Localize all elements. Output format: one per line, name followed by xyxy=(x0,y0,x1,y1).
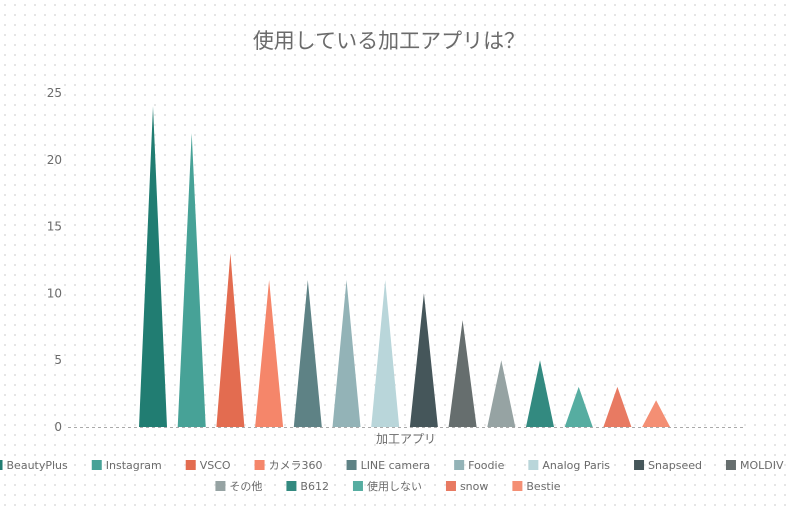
legend-item[interactable]: 使用しない xyxy=(352,480,422,493)
legend-item[interactable]: Instagram xyxy=(91,459,162,472)
bar[interactable] xyxy=(448,320,477,427)
legend-swatch xyxy=(185,460,196,470)
bar[interactable] xyxy=(409,293,438,427)
y-tick-label: 10 xyxy=(47,286,62,300)
x-axis-label: 加工アプリ xyxy=(376,432,436,446)
legend-label: 使用しない xyxy=(367,480,422,493)
legend-label: Foodie xyxy=(468,459,504,472)
legend-item[interactable]: MOLDIV xyxy=(725,459,784,472)
y-tick-label: 20 xyxy=(47,153,62,167)
legend-item[interactable]: VSCO xyxy=(185,459,231,472)
legend-swatch xyxy=(512,481,523,491)
y-tick-label: 15 xyxy=(47,220,62,234)
chart-title: 使用している加工アプリは？ xyxy=(253,29,525,53)
legend-swatch xyxy=(454,460,465,470)
legend-item[interactable]: Foodie xyxy=(454,459,505,472)
legend-item[interactable]: その他 xyxy=(215,480,262,493)
legend-item[interactable]: カメラ360 xyxy=(254,459,323,472)
legend-label: Snapseed xyxy=(648,459,702,472)
legend-item[interactable]: BeautyPlus xyxy=(0,459,68,472)
bar[interactable] xyxy=(255,280,284,427)
bars xyxy=(139,106,671,428)
legend-swatch xyxy=(91,460,102,470)
y-tick-label: 25 xyxy=(47,86,62,100)
legend-item[interactable]: LINE camera xyxy=(346,459,431,472)
bar[interactable] xyxy=(177,133,206,427)
legend-label: その他 xyxy=(229,480,262,493)
legend-item[interactable]: snow xyxy=(445,480,488,493)
legend-swatch xyxy=(286,481,297,491)
y-axis: 0 5 10 15 20 25 xyxy=(47,86,62,434)
legend-swatch xyxy=(725,460,736,470)
bar[interactable] xyxy=(526,360,554,427)
legend-label: Analog Paris xyxy=(542,459,610,472)
legend-item[interactable]: Snapseed xyxy=(634,459,702,472)
legend-label: MOLDIV xyxy=(740,459,784,472)
legend-label: snow xyxy=(460,480,488,493)
legend-label: VSCO xyxy=(200,459,231,472)
legend-item[interactable]: Analog Paris xyxy=(528,459,610,472)
legend-swatch xyxy=(634,460,645,470)
legend: BeautyPlus Instagram VSCO カメラ360 LINE camera… xyxy=(0,459,784,493)
legend-label: Instagram xyxy=(106,459,162,472)
legend-label: B612 xyxy=(300,480,329,493)
bar[interactable] xyxy=(564,386,593,427)
legend-swatch xyxy=(352,481,363,491)
bar[interactable] xyxy=(139,106,167,428)
legend-item[interactable]: Bestie xyxy=(512,480,561,493)
legend-label: Bestie xyxy=(526,480,560,493)
bar[interactable] xyxy=(487,360,516,427)
bar[interactable] xyxy=(332,280,361,427)
legend-swatch xyxy=(445,481,456,491)
bar[interactable] xyxy=(642,400,671,427)
bar[interactable] xyxy=(293,280,322,427)
legend-swatch xyxy=(215,481,226,491)
legend-swatch xyxy=(346,460,357,470)
bar[interactable] xyxy=(216,253,245,427)
bar[interactable] xyxy=(603,386,632,427)
y-tick-label: 5 xyxy=(54,353,62,367)
legend-swatch xyxy=(254,460,265,470)
legend-label: LINE camera xyxy=(361,459,431,472)
legend-swatch xyxy=(528,460,539,470)
legend-swatch xyxy=(0,460,3,470)
legend-label: BeautyPlus xyxy=(7,459,69,472)
legend-item[interactable]: B612 xyxy=(286,480,329,493)
bar[interactable] xyxy=(371,280,400,427)
y-tick-label: 0 xyxy=(54,420,62,434)
legend-label: カメラ360 xyxy=(269,459,323,472)
